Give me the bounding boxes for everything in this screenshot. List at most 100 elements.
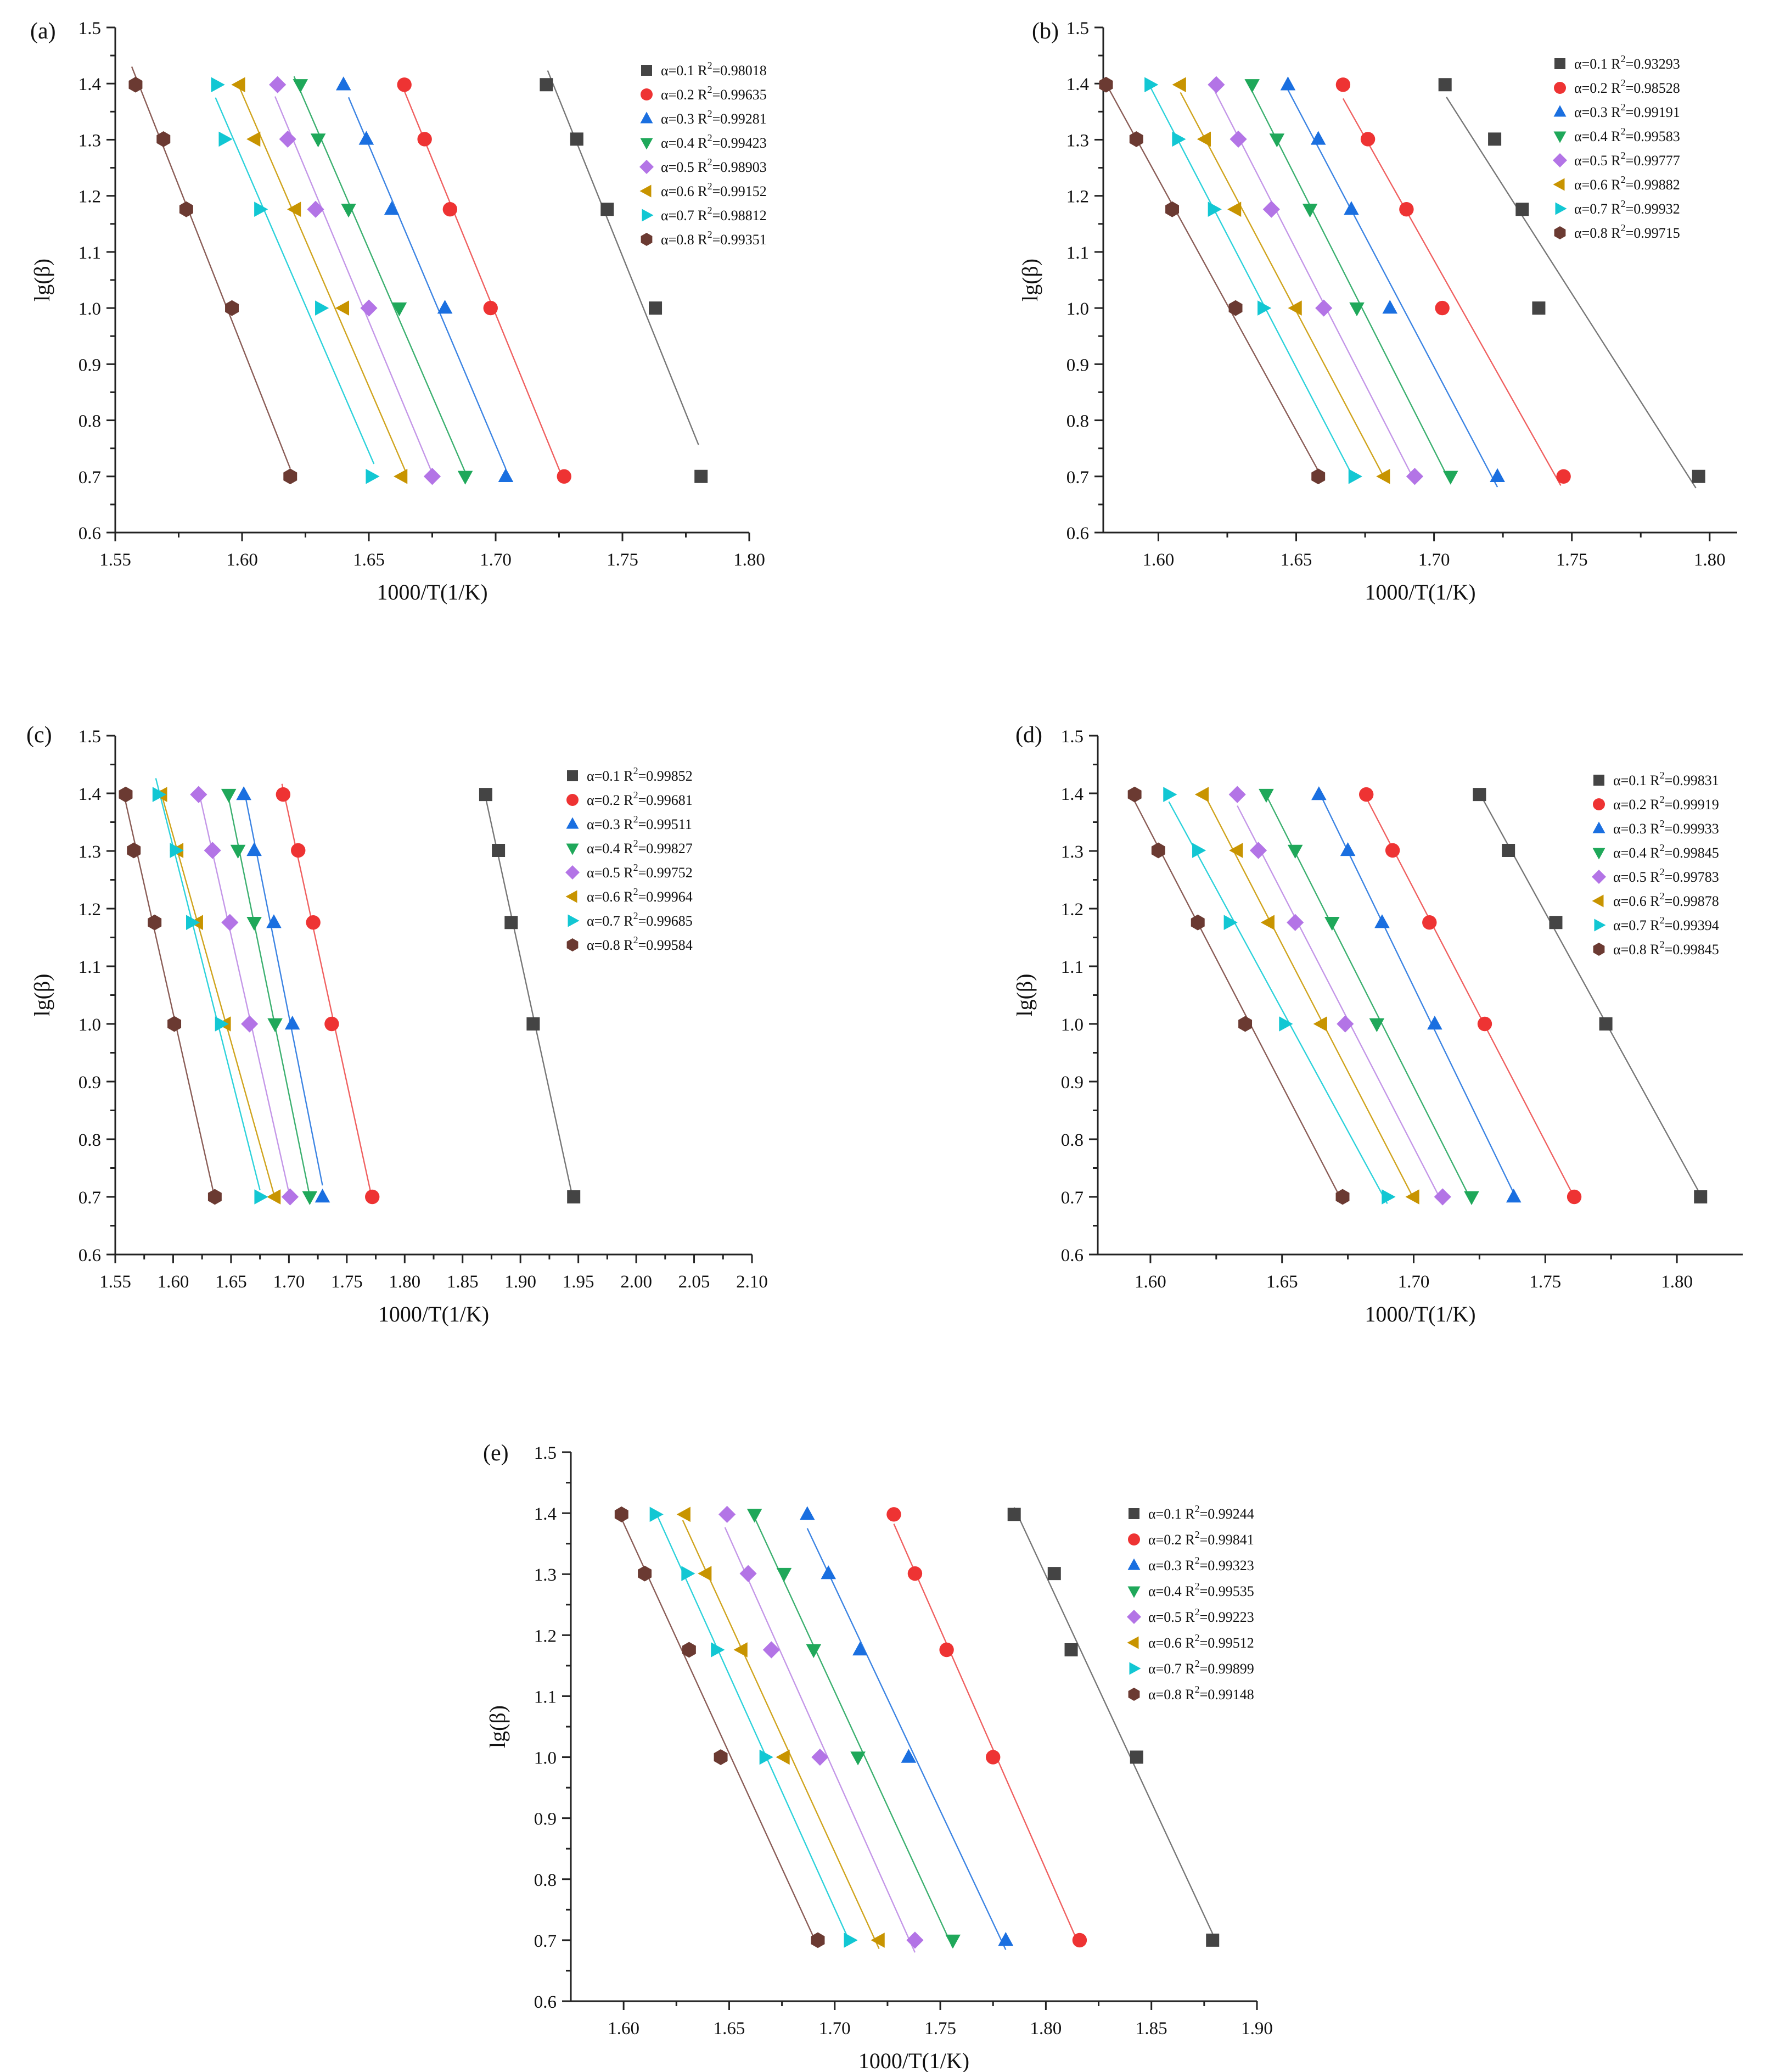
data-point-a04 [246,917,262,931]
data-point-a05 [360,299,378,317]
data-point-a06 [1260,915,1275,930]
legend-entry-a06: α=0.6 R2=0.99512 [1148,1632,1254,1651]
data-point-a07 [218,131,233,147]
x-tick-label: 2.05 [678,1272,710,1292]
y-tick-label: 0.8 [78,412,101,432]
data-point-a04 [746,1509,762,1523]
data-point-a06 [231,77,245,93]
data-point-a03 [266,914,282,928]
y-tick-label: 1.2 [1061,900,1084,920]
legend-marker-a06 [1553,178,1565,191]
y-tick-label: 0.7 [1061,1188,1084,1208]
data-point-a04 [1302,204,1318,218]
data-point-a04 [1287,844,1303,859]
data-point-a07 [254,1189,268,1205]
fit-line-a01 [1446,97,1697,489]
legend-entry-a08: α=0.8 R2=0.99715 [1574,222,1680,241]
data-point-a01 [1692,469,1705,483]
data-point-a07 [152,787,167,802]
y-tick-label: 0.9 [534,1810,557,1829]
data-point-a05 [906,1931,924,1949]
data-point-a01 [1502,843,1515,857]
fit-line-a07 [215,97,375,464]
fit-line-a03 [806,1528,1007,1950]
legend-marker-a05 [565,865,580,880]
fit-line-a07 [155,778,261,1191]
data-point-a08 [156,131,171,147]
data-point-a08 [207,1189,222,1205]
legend-marker-a07 [1594,919,1606,932]
y-tick-label: 1.3 [78,131,101,150]
data-point-a01 [1438,78,1452,92]
data-point-a01 [694,469,708,483]
legend-marker-a01 [1593,775,1604,786]
data-point-a03 [246,842,262,856]
data-point-a08 [179,201,193,217]
y-axis-title: lg(β) [30,259,54,301]
data-point-a02 [365,1189,380,1205]
data-point-a06 [335,300,349,316]
data-point-a05 [221,914,239,931]
data-point-a02 [557,469,571,484]
data-point-a08 [682,1642,696,1658]
data-point-a06 [676,1507,690,1522]
legend-entry-a07: α=0.7 R2=0.99899 [1148,1658,1254,1677]
legend-marker-a05 [1592,870,1606,884]
y-tick-label: 1.5 [78,727,101,747]
data-point-a04 [1369,1018,1385,1032]
data-point-a03 [437,300,453,314]
x-tick-label: 2.10 [736,1272,768,1292]
legend-entry-a05: α=0.5 R2=0.99752 [587,862,693,881]
legend-marker-a04 [1592,848,1605,860]
x-axis-title: 1000/T(1/K) [858,2048,969,2072]
data-point-a02 [1422,915,1437,930]
data-point-a03 [1280,76,1296,91]
x-tick-label: 1.75 [1529,1272,1561,1292]
y-tick-label: 1.3 [1061,842,1084,862]
legend-entry-a03: α=0.3 R2=0.99191 [1574,102,1680,120]
data-point-a03 [1340,842,1356,856]
y-tick-label: 0.8 [1061,1130,1084,1150]
data-point-a02 [397,77,412,92]
legend-entry-a02: α=0.2 R2=0.99841 [1148,1529,1254,1548]
data-point-a07 [211,77,225,93]
fit-line-a01 [484,792,575,1203]
x-tick-label: 1.60 [1143,550,1175,570]
legend-entry-a01: α=0.1 R2=0.99852 [587,765,693,784]
data-point-a04 [806,1644,822,1658]
y-tick-label: 1.3 [1066,131,1089,150]
legend-marker-a02 [641,88,653,100]
legend-entry-a04: α=0.4 R2=0.99827 [587,838,693,856]
data-point-a05 [1406,468,1424,485]
data-point-a05 [1287,914,1304,931]
fit-line-a07 [654,1510,850,1942]
data-point-a01 [1694,1190,1708,1203]
chart-panel-b: (b) 0.6 0.7 0.8 0.9 1.0 1.1 1.2 1.3 1.4 1.5 1.60 1.6… [1018,19,1737,604]
legend-entry-a02: α=0.2 R2=0.99919 [1613,794,1719,813]
panel-label: (e) [483,1441,509,1466]
data-point-a06 [1172,77,1186,93]
legend-marker-a05 [1553,153,1567,167]
chart-panel-a: (a) 0.6 0.7 0.8 0.9 1.0 1.1 1.2 1.3 1.4 1.5 1.55 1.6… [30,19,767,604]
y-tick-label: 0.9 [78,355,101,375]
y-tick-label: 0.6 [1066,524,1089,544]
fit-line-a02 [403,91,565,482]
data-point-a06 [1405,1189,1419,1205]
data-point-a01 [1488,132,1502,146]
data-point-a02 [291,843,306,858]
legend-marker-a03 [566,817,579,829]
y-tick-label: 1.2 [1066,187,1089,207]
data-point-a08 [1228,300,1243,316]
data-point-a03 [284,1016,300,1030]
data-point-a05 [241,1015,259,1033]
fit-line-a03 [347,97,507,469]
y-tick-label: 1.1 [534,1687,557,1707]
data-point-a04 [391,302,407,317]
y-tick-label: 1.2 [78,900,101,920]
data-point-a03 [336,76,351,91]
data-point-a01 [1007,1508,1021,1521]
fit-line-a08 [123,797,216,1199]
x-tick-label: 1.70 [273,1272,305,1292]
data-point-a08 [128,76,143,93]
legend-entry-a05: α=0.5 R2=0.98903 [661,156,767,175]
